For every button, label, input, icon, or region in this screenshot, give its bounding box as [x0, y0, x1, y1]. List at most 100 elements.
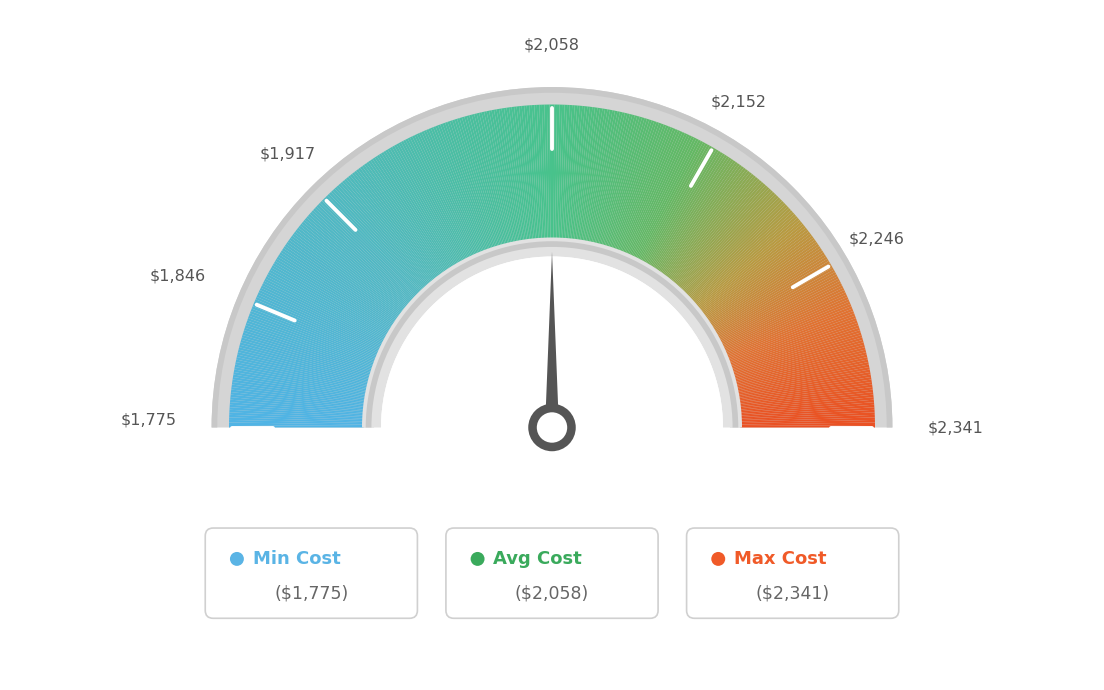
Wedge shape [232, 380, 365, 401]
Wedge shape [737, 372, 871, 397]
Wedge shape [286, 241, 397, 320]
Wedge shape [740, 405, 874, 415]
Wedge shape [728, 308, 853, 359]
Text: $1,846: $1,846 [149, 268, 205, 284]
Wedge shape [739, 387, 873, 405]
Wedge shape [694, 216, 797, 305]
Wedge shape [335, 187, 426, 288]
Wedge shape [322, 199, 418, 295]
Wedge shape [230, 415, 363, 422]
Wedge shape [519, 106, 534, 240]
Wedge shape [529, 105, 540, 239]
Wedge shape [622, 127, 673, 253]
Wedge shape [233, 372, 367, 397]
Wedge shape [634, 137, 694, 258]
Wedge shape [484, 111, 513, 244]
Wedge shape [317, 204, 416, 299]
Wedge shape [337, 185, 427, 287]
Wedge shape [237, 352, 369, 385]
Wedge shape [607, 119, 649, 248]
Wedge shape [637, 139, 701, 260]
Wedge shape [569, 106, 583, 240]
Wedge shape [251, 308, 376, 359]
Wedge shape [582, 108, 605, 242]
Wedge shape [618, 126, 669, 252]
Wedge shape [726, 306, 852, 358]
Wedge shape [232, 382, 365, 402]
Wedge shape [702, 232, 810, 315]
Wedge shape [282, 248, 395, 324]
Wedge shape [362, 165, 443, 275]
Wedge shape [736, 357, 868, 388]
Wedge shape [724, 295, 848, 351]
Wedge shape [354, 170, 437, 279]
Wedge shape [612, 121, 657, 249]
Wedge shape [365, 241, 739, 428]
Wedge shape [371, 159, 447, 272]
Wedge shape [514, 106, 531, 240]
Wedge shape [487, 110, 516, 243]
Wedge shape [719, 277, 839, 341]
Wedge shape [558, 105, 564, 239]
Wedge shape [690, 208, 790, 301]
Wedge shape [431, 127, 482, 253]
Wedge shape [734, 345, 864, 381]
Wedge shape [243, 330, 372, 372]
Wedge shape [474, 113, 508, 245]
Wedge shape [732, 330, 861, 372]
Wedge shape [740, 402, 874, 414]
Wedge shape [481, 112, 512, 244]
Circle shape [230, 552, 244, 566]
Wedge shape [331, 190, 424, 290]
Wedge shape [244, 328, 373, 371]
Wedge shape [367, 161, 445, 273]
Wedge shape [593, 112, 625, 244]
Wedge shape [278, 255, 393, 328]
Wedge shape [263, 281, 384, 344]
Wedge shape [381, 152, 454, 268]
Wedge shape [372, 157, 448, 271]
Wedge shape [307, 216, 410, 305]
Wedge shape [385, 150, 456, 266]
Wedge shape [403, 139, 467, 260]
Wedge shape [740, 392, 873, 408]
Wedge shape [689, 206, 789, 299]
Wedge shape [736, 364, 869, 392]
Wedge shape [711, 255, 826, 328]
Wedge shape [682, 194, 777, 292]
Wedge shape [703, 235, 814, 317]
Wedge shape [710, 250, 824, 325]
Wedge shape [643, 144, 710, 263]
Wedge shape [698, 224, 804, 310]
Wedge shape [683, 195, 778, 293]
Wedge shape [422, 131, 477, 255]
Wedge shape [326, 195, 421, 293]
Wedge shape [617, 124, 666, 251]
Wedge shape [676, 184, 765, 286]
Wedge shape [740, 413, 874, 420]
Wedge shape [266, 274, 386, 339]
Wedge shape [507, 108, 527, 241]
Wedge shape [605, 117, 645, 247]
Wedge shape [591, 111, 620, 244]
Wedge shape [562, 105, 572, 239]
Wedge shape [546, 104, 551, 239]
Wedge shape [542, 105, 548, 239]
Wedge shape [570, 106, 585, 240]
Wedge shape [646, 147, 714, 264]
Wedge shape [673, 180, 762, 284]
Wedge shape [741, 415, 874, 422]
Wedge shape [360, 166, 442, 276]
Wedge shape [721, 286, 843, 346]
Wedge shape [511, 107, 530, 241]
Wedge shape [445, 122, 491, 250]
Wedge shape [381, 257, 723, 428]
Wedge shape [288, 239, 399, 319]
Wedge shape [739, 382, 872, 402]
Wedge shape [394, 144, 461, 263]
Wedge shape [669, 174, 754, 280]
Wedge shape [732, 333, 861, 373]
Wedge shape [255, 297, 380, 353]
Wedge shape [247, 318, 374, 365]
Wedge shape [575, 107, 595, 241]
